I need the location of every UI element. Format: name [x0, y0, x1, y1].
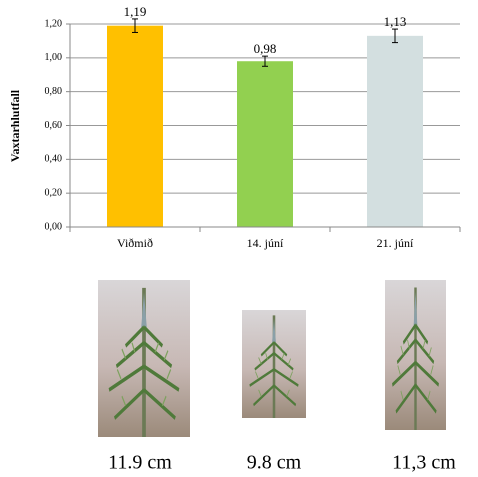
- y-tick-label: 0,80: [45, 86, 63, 97]
- data-label: 0,98: [254, 41, 277, 56]
- y-tick-label: 1,00: [45, 52, 63, 63]
- y-tick-label: 0,00: [45, 221, 63, 232]
- error-bar: [262, 55, 268, 67]
- y-tick-label: 0,40: [45, 154, 63, 165]
- error-bar: [392, 28, 398, 44]
- data-label: 1,19: [124, 4, 147, 19]
- y-axis-label: Vaxtarhlutfall: [8, 89, 22, 162]
- x-tick-label: 21. júní: [377, 236, 414, 250]
- photo: [385, 280, 446, 430]
- y-tick-label: 0,60: [45, 120, 63, 131]
- y-tick-label: 0,20: [45, 187, 63, 198]
- photo-caption: 9.8 cm: [247, 452, 302, 474]
- error-bar: [132, 18, 138, 33]
- y-tick-label: 1,20: [45, 18, 63, 29]
- data-label: 1,13: [384, 14, 407, 29]
- photo: [242, 310, 306, 418]
- bar: [107, 25, 163, 227]
- x-tick-label: Viðmið: [117, 236, 153, 250]
- photo-caption: 11.9 cm: [108, 452, 172, 474]
- x-tick-label: 14. júní: [247, 236, 284, 250]
- bar: [367, 35, 423, 227]
- photo: [98, 280, 190, 437]
- photo-caption: 11,3 cm: [392, 452, 456, 474]
- bar: [237, 61, 293, 227]
